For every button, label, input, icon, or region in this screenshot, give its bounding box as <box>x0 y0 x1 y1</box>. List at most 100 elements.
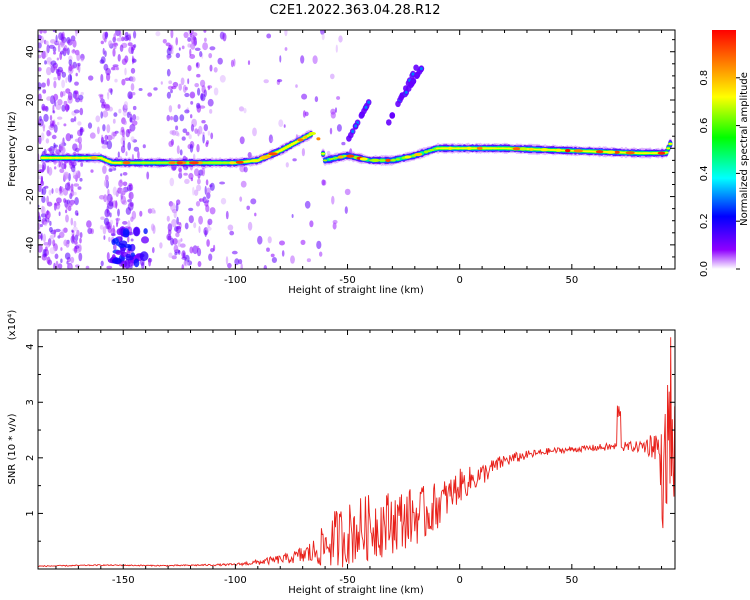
spectrogram-noise-cell <box>168 252 173 258</box>
spectrogram-noise-cell <box>38 234 41 240</box>
spectrogram-noise-cell <box>43 113 49 122</box>
snr-panel: -150 -100 -50 0 50 1 2 3 4 Height of straight l… <box>7 310 676 596</box>
spectrogram-noise-cell <box>72 143 78 151</box>
spectrogram-noise-cell <box>115 217 121 221</box>
spectrogram-noise-cell <box>335 107 337 113</box>
spectrogram-noise-cell <box>183 31 189 39</box>
spectrogram-noise-cell <box>132 114 137 121</box>
spectrogram-noise-cell <box>99 224 104 230</box>
spectrogram-noise-cell <box>187 65 192 72</box>
snr-x-ticks: -150 -100 -50 0 50 <box>55 330 663 586</box>
spectrogram-noise-cell <box>129 113 133 123</box>
spectrogram-ridge-cell <box>429 148 435 152</box>
spectrogram-noise-cell <box>196 102 201 109</box>
spectrogram-noise-cell <box>102 110 109 118</box>
spectrogram-noise-cell <box>56 121 60 126</box>
spectrogram-noise-cell <box>344 206 348 214</box>
spectrogram-noise-cell <box>330 111 336 119</box>
spectrogram-noise-cell <box>196 62 199 67</box>
spectrogram-noise-cell <box>80 58 84 62</box>
spectrogram-noise-cell <box>202 42 209 51</box>
spectrogram-noise-cell <box>219 75 226 83</box>
spectrogram-noise-cell <box>124 77 130 82</box>
spectrogram-noise-cell <box>222 32 227 42</box>
spectrogram-noise-cell <box>53 202 57 211</box>
spectrogram-noise-cell <box>53 142 56 149</box>
spectrogram-peak-cell <box>448 146 453 150</box>
spectrogram-noise-cell <box>171 219 177 228</box>
spectrogram-noise-cell <box>100 98 105 104</box>
spectrogram-noise-cell <box>120 173 123 177</box>
spectrogram-noise-cell <box>172 81 179 88</box>
spectrogram-noise-cell <box>68 203 73 207</box>
spectrogram-noise-cell <box>300 55 305 64</box>
spectrogram-noise-cell <box>122 228 130 238</box>
spectrogram-noise-cell <box>65 209 68 214</box>
spectrogram-noise-cell <box>130 76 136 83</box>
spectrogram-noise-cell <box>40 232 43 241</box>
spectrogram-noise-cell <box>117 208 120 217</box>
spectrogram-ridge-cell <box>331 157 336 160</box>
spectrogram-noise-cell <box>50 60 57 66</box>
spectrogram-branch-cell <box>398 94 404 101</box>
spectrogram-noise-cell <box>127 91 133 100</box>
spectrogram-noise-cell <box>193 222 197 229</box>
spectrogram-noise-cell <box>53 229 56 238</box>
spectrogram-noise-cell <box>58 47 61 52</box>
spectrogram-noise-cell <box>198 215 204 225</box>
spectrogram-noise-cell <box>53 80 57 89</box>
spectrogram-noise-cell <box>104 50 107 57</box>
spectrogram-noise-cell <box>173 244 179 253</box>
spectrogram-noise-cell <box>47 147 53 152</box>
x-tick-label: -150 <box>112 575 135 586</box>
spectrogram-noise-cell <box>65 133 72 142</box>
snr-frame <box>37 329 676 570</box>
colorbar-label: Normalized spectral amplitude <box>739 72 750 226</box>
spectrogram-noise-cell <box>65 88 71 94</box>
spectrogram-peak-cell <box>573 149 583 153</box>
spectrogram-noise-cell <box>187 37 192 42</box>
spectrogram-noise-cell <box>206 187 211 195</box>
spectrogram-noise-cell <box>67 91 73 101</box>
spectrogram-noise-cell <box>54 253 59 260</box>
spectrogram-noise-cell <box>130 216 134 222</box>
spectrogram-noise-cell <box>263 265 267 269</box>
spectrogram-noise-cell <box>118 108 122 114</box>
spectrogram-x-label: Height of straight line (km) <box>288 285 424 296</box>
spectrogram-noise-cell <box>213 244 216 252</box>
colorbar-ticks: 0.0 0.2 0.4 0.6 0.8 <box>699 70 740 277</box>
spectrogram-noise-cell <box>188 215 194 224</box>
spectrogram-noise-cell <box>60 247 63 251</box>
spectrogram-peak-cell <box>308 131 316 136</box>
spectrogram-noise-cell <box>170 49 174 55</box>
spectrogram-noise-cell <box>48 189 52 196</box>
spectrogram-noise-cell <box>199 51 203 58</box>
spectrogram-noise-cell <box>203 198 209 202</box>
spectrogram-noise-cell <box>209 109 213 114</box>
spectrogram-noise-cell <box>63 161 67 170</box>
spectrogram-noise-cell <box>56 197 62 204</box>
spectrogram-noise-cell <box>175 203 179 212</box>
spectrogram-noise-cell <box>250 198 257 205</box>
spectrogram-noise-cell <box>225 256 229 265</box>
spectrogram-noise-cell <box>64 252 71 260</box>
spectrogram-noise-cell <box>139 210 143 217</box>
spectrogram-noise-cell <box>118 240 128 246</box>
spectrogram-noise-cell <box>38 169 44 173</box>
spectrogram-branch-cell <box>346 135 352 142</box>
spectrogram-peak-cell <box>259 156 269 160</box>
spectrogram-noise-cell <box>319 251 323 257</box>
x-tick-label: -100 <box>224 575 247 586</box>
spectrogram-noise-cell <box>291 214 294 218</box>
spectrogram-noise-cell <box>97 126 100 135</box>
spectrogram-noise-cell <box>155 31 161 37</box>
spectrogram-noise-cell <box>53 93 59 101</box>
spectrogram-peak-cell <box>196 161 204 165</box>
spectrogram-noise-cell <box>330 73 335 80</box>
spectrogram-noise-cell <box>73 183 80 187</box>
spectrogram-noise-cell <box>59 168 65 173</box>
spectrogram-noise-cell <box>100 260 104 267</box>
spectrogram-noise-cell <box>73 116 77 122</box>
spectrogram-noise-cell <box>72 39 77 48</box>
spectrogram-noise-cell <box>61 229 65 237</box>
